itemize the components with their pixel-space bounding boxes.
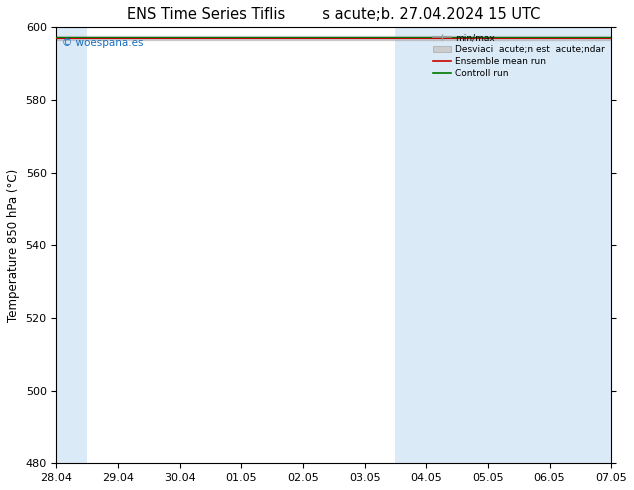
Y-axis label: Temperature 850 hPa (°C): Temperature 850 hPa (°C) <box>7 169 20 322</box>
Text: © woespana.es: © woespana.es <box>62 38 143 48</box>
Bar <box>25 27 87 464</box>
Title: ENS Time Series Tiflis        s acute;b. 27.04.2024 15 UTC: ENS Time Series Tiflis s acute;b. 27.04.… <box>127 7 541 22</box>
Bar <box>396 27 519 464</box>
Bar <box>519 27 634 464</box>
Legend: min/max, Desviaci  acute;n est  acute;ndar, Ensemble mean run, Controll run: min/max, Desviaci acute;n est acute;ndar… <box>429 30 609 81</box>
